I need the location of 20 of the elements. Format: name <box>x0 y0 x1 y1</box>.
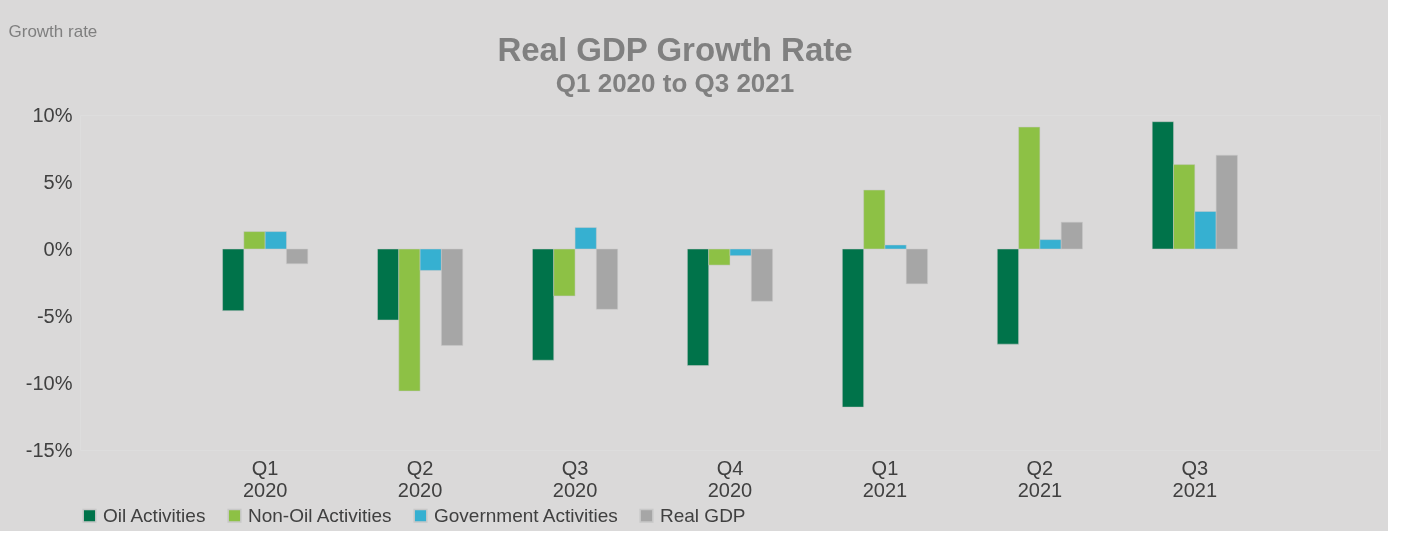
legend-label: Non-Oil Activities <box>248 504 392 526</box>
legend-label: Government Activities <box>434 504 618 526</box>
x-tick-label: Q3 2020 <box>552 456 598 501</box>
legend-label: Real GDP <box>660 504 746 526</box>
chart-title: Real GDP Growth Rate <box>497 31 853 68</box>
y-tick-label: 5% <box>43 170 73 193</box>
x-tick-label: Q3 2021 <box>1172 456 1218 501</box>
x-tick-label: Q1 2021 <box>862 456 908 501</box>
y-tick-label: -10% <box>25 371 73 394</box>
y-tick-label: 0% <box>43 237 73 260</box>
x-tick-label: Q1 2020 <box>242 456 288 501</box>
legend-label: Oil Activities <box>103 504 206 526</box>
y-axis-title: Growth rate <box>8 21 98 41</box>
x-tick-label: Q2 2021 <box>1017 456 1063 501</box>
y-tick-label: -5% <box>36 304 73 327</box>
x-tick-label: Q2 2020 <box>397 456 443 501</box>
y-tick-label: 10% <box>32 103 73 126</box>
x-tick-label: Q4 2020 <box>707 456 753 501</box>
chart-subtitle: Q1 2020 to Q3 2021 <box>555 68 795 98</box>
y-tick-label: -15% <box>25 438 73 461</box>
